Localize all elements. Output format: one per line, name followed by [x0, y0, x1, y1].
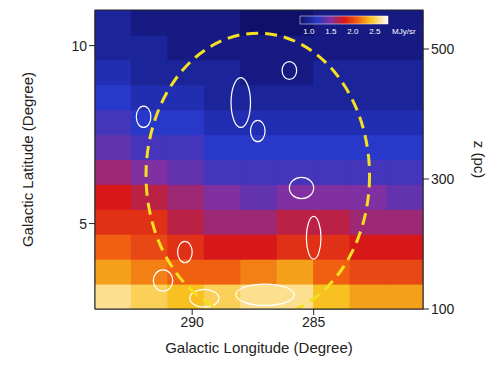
svg-text:Galactic Longitude (Degree): Galactic Longitude (Degree)	[165, 339, 353, 356]
svg-text:z (pc): z (pc)	[471, 141, 488, 179]
svg-text:290: 290	[181, 314, 205, 330]
svg-text:300: 300	[431, 171, 455, 187]
svg-text:10: 10	[71, 38, 87, 54]
svg-text:Galactic Latitude (Degree): Galactic Latitude (Degree)	[19, 72, 36, 247]
svg-text:500: 500	[431, 41, 455, 57]
svg-text:100: 100	[431, 301, 455, 317]
svg-text:5: 5	[79, 216, 87, 232]
svg-text:285: 285	[302, 314, 326, 330]
svg-text:2.5: 2.5	[369, 27, 381, 36]
svg-text:2.0: 2.0	[347, 27, 359, 36]
svg-text:1.0: 1.0	[303, 27, 315, 36]
svg-text:MJy/sr: MJy/sr	[392, 27, 416, 36]
svg-text:1.5: 1.5	[325, 27, 337, 36]
